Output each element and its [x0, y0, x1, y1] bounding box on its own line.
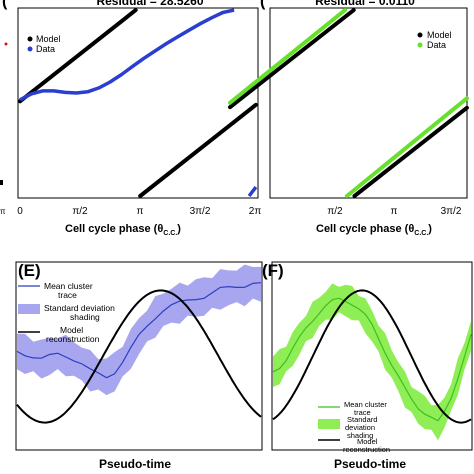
- legend-std-label-1: Standard deviation: [44, 303, 115, 313]
- data-series-segment-1: [344, 96, 469, 198]
- panel-f-legend: Mean cluster trace Standard deviation sh…: [318, 400, 390, 454]
- top-right-title: Residual = 0.0110: [315, 0, 415, 8]
- top-left-legend: Model Data: [27, 34, 61, 54]
- panel-f-plot-area: [272, 283, 472, 441]
- legend-model-label: Model: [427, 30, 452, 40]
- legend-model-label-1: Model: [60, 325, 83, 335]
- model-series-segment-0: [228, 8, 356, 110]
- cropped-pi-tick: π: [0, 207, 6, 216]
- top-right-plot-area: [228, 8, 469, 198]
- legend-std-label-2: shading: [70, 312, 100, 322]
- top-left-plot-area: [18, 8, 258, 198]
- tr-xtick-pi: π: [391, 206, 398, 217]
- panel-f-xlabel: Pseudo-time: [334, 457, 406, 471]
- legend-model-marker: [417, 32, 423, 38]
- legend-mean-label-1: Mean cluster: [44, 281, 93, 291]
- data-series-curve: [19, 8, 235, 102]
- top-right-axes-frame: [269, 7, 468, 199]
- panel-e-plot-area: [16, 264, 262, 424]
- legend-model-label-2: reconstruction: [343, 445, 390, 454]
- std-shading-band: [273, 283, 471, 441]
- tl-xtick-3pi2: 3π/2: [190, 206, 211, 217]
- tr-xtick-pi2: π/2: [327, 206, 343, 217]
- legend-model-marker: [27, 36, 33, 42]
- tl-xtick-0: 0: [17, 206, 23, 217]
- mean-cluster-trace: [272, 297, 472, 422]
- top-right-legend: Model Data: [417, 30, 452, 50]
- legend-mean-label-2: trace: [354, 408, 371, 417]
- model-series-segment-0: [18, 8, 138, 104]
- panel-e-axes-frame: [15, 261, 263, 451]
- tr-xtick-3pi2: 3π/2: [441, 206, 462, 217]
- legend-data-marker: [27, 46, 33, 52]
- legend-std-swatch: [318, 419, 340, 429]
- panel-e-xlabel: Pseudo-time: [99, 457, 171, 471]
- model-series-segment-1: [138, 102, 258, 198]
- panel-e-letter: (E): [18, 261, 41, 280]
- panel-top-left: Residual = 28.5260 Model Data 0 π/2 π 3π…: [17, 0, 261, 237]
- tl-xtick-pi2: π/2: [72, 206, 88, 217]
- legend-std-swatch: [18, 304, 40, 314]
- panel-f-axes-frame: [271, 261, 473, 451]
- legend-std-label-1: Standard: [347, 415, 377, 424]
- cropped-black-mark: [0, 180, 3, 185]
- panel-f-letter: (F): [262, 261, 284, 280]
- legend-std-label-3: shading: [347, 431, 373, 440]
- model-reconstruction: [16, 289, 262, 424]
- model-series-segment-1: [352, 105, 469, 198]
- model-reconstruction: [272, 289, 472, 424]
- legend-model-label-2: reconstruction: [46, 334, 100, 344]
- mean-cluster-trace: [16, 282, 262, 379]
- top-left-axes-frame: [17, 7, 259, 199]
- legend-model-label-1: Model: [357, 437, 378, 446]
- panel-f: (F) Mean cluster trace Standard deviatio…: [262, 261, 473, 471]
- panel-e: (E) Mean cluster trace Standard deviatio…: [15, 261, 263, 471]
- data-series-wrap: [247, 186, 258, 198]
- tl-xlabel: Cell cycle phase (θC.C.): [65, 223, 181, 237]
- legend-std-label-2: deviation: [345, 423, 375, 432]
- tl-xtick-2pi: 2π: [249, 206, 262, 217]
- panel-letter-g-cropped: (: [260, 0, 266, 10]
- cropped-red-marker: [4, 42, 8, 46]
- legend-data-label: Data: [427, 40, 446, 50]
- legend-data-label: Data: [36, 44, 55, 54]
- top-left-title: Residual = 28.5260: [96, 0, 203, 8]
- panel-top-right: Residual = 0.0110 Model Data π/2 π 3π/2 …: [228, 0, 469, 237]
- panel-e-legend: Mean cluster trace Standard deviation sh…: [18, 281, 115, 344]
- panel-letter-c-cropped: (: [2, 0, 8, 10]
- tl-xtick-pi: π: [137, 206, 144, 217]
- data-series-segment-0: [228, 8, 348, 105]
- legend-model-label: Model: [36, 34, 61, 44]
- tr-xlabel: Cell cycle phase (θC.C.): [316, 223, 432, 237]
- legend-mean-label-2: trace: [58, 290, 77, 300]
- legend-mean-label-1: Mean cluster: [344, 400, 387, 409]
- legend-data-marker: [417, 42, 423, 48]
